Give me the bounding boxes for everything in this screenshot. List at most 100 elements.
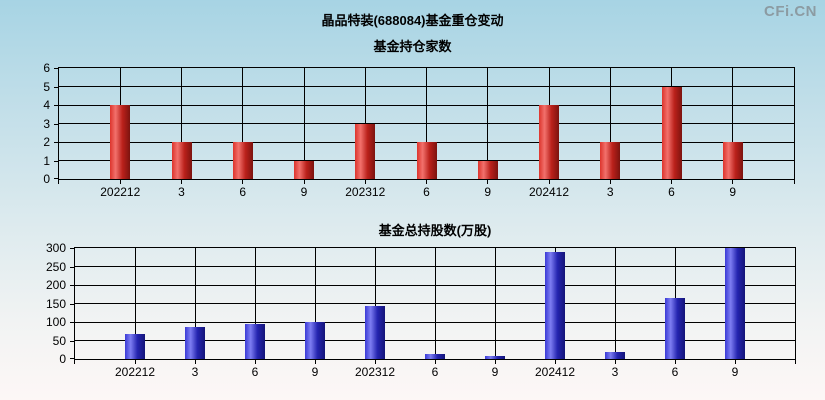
x-tick [614, 360, 616, 364]
x-tick [364, 180, 366, 184]
y-tick-label: 5 [43, 79, 50, 94]
bar [110, 105, 131, 179]
x-tick [487, 180, 489, 184]
x-tick [674, 360, 676, 364]
x-tick [548, 180, 550, 184]
x-tick-label: 6 [668, 185, 675, 199]
x-tick-label: 202412 [528, 185, 570, 199]
y-tick-label: 1 [43, 153, 50, 168]
v-gridline [242, 68, 244, 179]
x-tick-label: 6 [423, 185, 430, 199]
v-gridline [614, 248, 616, 359]
v-gridline [434, 248, 436, 359]
x-tick [554, 360, 556, 364]
bar [661, 86, 682, 179]
chart1-plot: 0 1 2 3 4 5 6 202212 3 6 9 202312 6 9 202412 3 6 9 [43, 61, 795, 199]
bar [665, 298, 685, 359]
y-tick [54, 123, 58, 125]
y-tick-label: 300 [45, 241, 66, 255]
y-tick-label: 100 [45, 315, 66, 329]
bar [425, 354, 445, 359]
cfi-watermark: CFi.CN [764, 3, 817, 20]
bar [305, 322, 325, 359]
y-tick [54, 178, 58, 179]
bar [245, 323, 265, 359]
x-tick-label: 3 [606, 185, 614, 199]
bar [722, 142, 743, 179]
bar [125, 334, 145, 359]
x-tick-label: 3 [611, 365, 619, 379]
x-tick-label: 9 [300, 185, 308, 199]
x-tick [74, 360, 75, 364]
y-tick [54, 142, 58, 143]
bar [605, 351, 625, 359]
x-tick [303, 180, 305, 184]
x-tick-label: 9 [311, 365, 319, 379]
x-tick [671, 180, 672, 184]
v-gridline [134, 248, 136, 359]
x-tick [254, 360, 256, 364]
v-gridline [374, 248, 376, 359]
v-gridline [609, 68, 611, 179]
x-tick-label: 6 [251, 365, 259, 379]
x-tick-label: 202312 [345, 185, 386, 199]
y-tick-label: 4 [43, 98, 50, 112]
bar [600, 142, 621, 179]
y-tick-label: 50 [52, 333, 66, 348]
x-tick [426, 180, 427, 184]
x-tick-label: 3 [178, 185, 185, 199]
y-tick [70, 285, 74, 286]
x-tick [732, 180, 734, 184]
x-tick [242, 180, 244, 184]
x-tick [119, 180, 121, 184]
v-gridline [732, 68, 734, 179]
chart2-title: 基金总持股数(万股) [378, 223, 492, 238]
x-tick [181, 180, 182, 184]
x-tick-label: 9 [491, 365, 499, 379]
bar [545, 251, 565, 359]
bar [185, 326, 205, 359]
x-tick [794, 180, 795, 184]
x-tick [134, 360, 136, 364]
y-tick-label: 250 [45, 259, 66, 274]
v-gridline [181, 68, 182, 179]
y-tick-label: 2 [43, 135, 50, 149]
x-tick-label: 9 [731, 365, 739, 379]
y-tick-label: 6 [43, 61, 50, 75]
x-tick [795, 360, 796, 364]
y-tick [70, 322, 74, 323]
bar [171, 142, 192, 179]
v-gridline [254, 248, 256, 359]
x-tick-label: 6 [239, 185, 247, 199]
y-tick [70, 248, 74, 249]
v-gridline [303, 68, 305, 179]
y-tick [54, 160, 58, 162]
x-tick-label: 6 [431, 365, 439, 379]
x-tick-label: 3 [191, 365, 199, 379]
v-gridline [314, 248, 316, 359]
y-tick-label: 150 [45, 296, 66, 311]
x-tick-label: 202212 [114, 365, 156, 379]
x-tick [734, 360, 736, 364]
y-tick [54, 68, 58, 69]
y-tick [70, 340, 74, 342]
y-tick-label: 0 [43, 172, 50, 186]
bar [232, 142, 253, 179]
y-tick [70, 266, 74, 268]
chart1-title: 基金持仓家数 [373, 39, 452, 54]
x-tick [374, 360, 376, 364]
x-tick-label: 202412 [534, 365, 576, 379]
page-title: 晶品特装(688084)基金重仓变动 [321, 13, 504, 28]
bar [485, 355, 505, 359]
x-tick [314, 360, 316, 364]
bar [477, 160, 498, 179]
y-tick [54, 86, 58, 88]
bar [355, 123, 376, 179]
x-tick-label: 6 [671, 365, 679, 379]
y-tick-label: 3 [43, 116, 50, 131]
x-tick [434, 360, 436, 364]
x-tick-label: 9 [484, 185, 492, 199]
y-tick [70, 358, 74, 359]
x-tick-label: 202312 [354, 365, 396, 379]
